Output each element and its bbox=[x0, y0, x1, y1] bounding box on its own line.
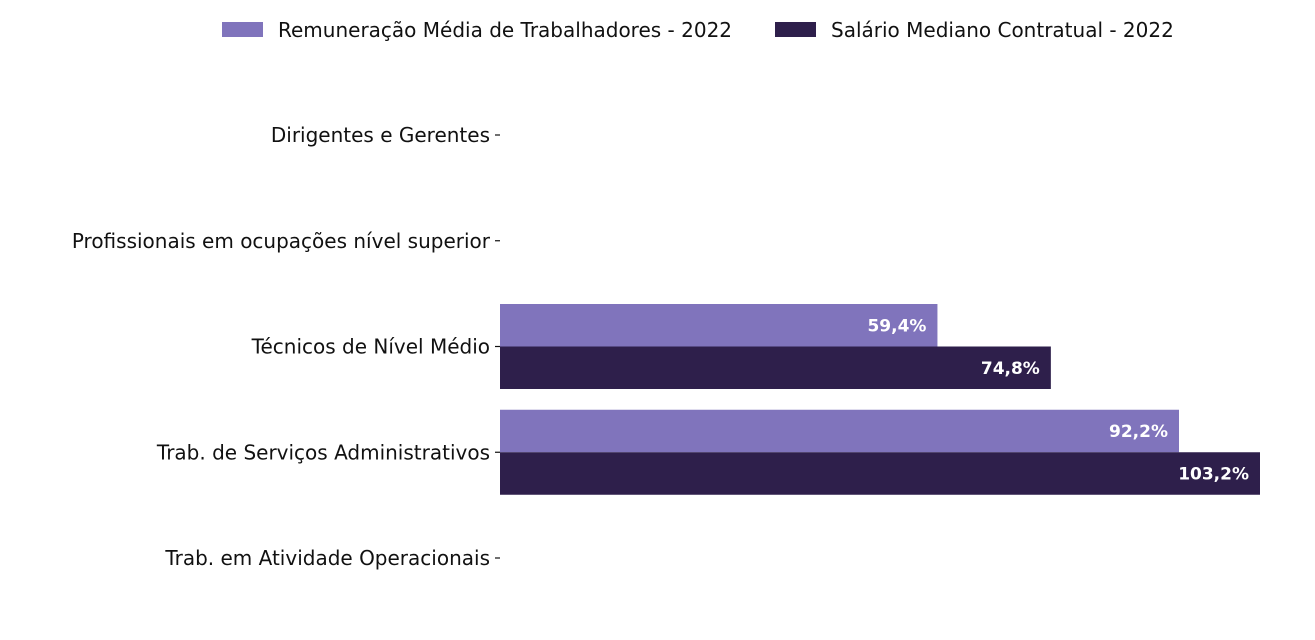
bar-series2-cat3 bbox=[500, 346, 1051, 389]
category-label: Profissionais em ocupações nível superio… bbox=[72, 229, 491, 253]
legend-swatch-2 bbox=[775, 22, 816, 37]
bar-series2-cat4 bbox=[500, 452, 1260, 495]
legend: Remuneração Média de Trabalhadores - 202… bbox=[222, 18, 1174, 42]
bar-series1-cat4 bbox=[500, 409, 1179, 453]
data-label-series1-cat3: 59,4% bbox=[867, 316, 926, 336]
legend-swatch-1 bbox=[222, 22, 263, 37]
bar-series1-cat3 bbox=[500, 304, 938, 347]
data-label-series2-cat4: 103,2% bbox=[1178, 465, 1249, 485]
category-label: Técnicos de Nível Médio bbox=[251, 335, 490, 359]
legend-label-2: Salário Mediano Contratual - 2022 bbox=[831, 18, 1174, 42]
category-label: Trab. de Serviços Administrativos bbox=[156, 440, 490, 464]
category-label: Trab. em Atividade Operacionais bbox=[164, 546, 490, 570]
data-label-series1-cat4: 92,2% bbox=[1109, 422, 1168, 442]
legend-label-1: Remuneração Média de Trabalhadores - 202… bbox=[278, 18, 732, 42]
bars: 59,4% 92,2% 74,8% 103,2% bbox=[500, 304, 1260, 495]
data-label-series2-cat3: 74,8% bbox=[981, 359, 1040, 379]
y-axis: Dirigentes e Gerentes Profissionais em oc… bbox=[72, 123, 500, 570]
category-label: Dirigentes e Gerentes bbox=[271, 123, 490, 147]
